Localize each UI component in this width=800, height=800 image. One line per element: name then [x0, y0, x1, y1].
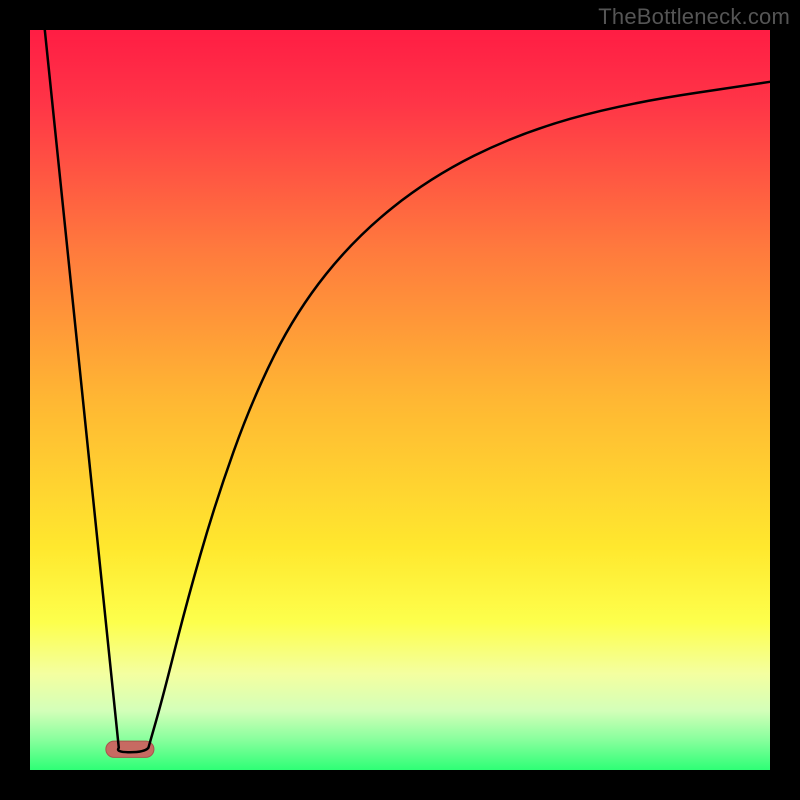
- gradient-background: [30, 30, 770, 770]
- chart-svg: [0, 0, 800, 800]
- watermark-label: TheBottleneck.com: [598, 4, 790, 30]
- bottleneck-chart: TheBottleneck.com: [0, 0, 800, 800]
